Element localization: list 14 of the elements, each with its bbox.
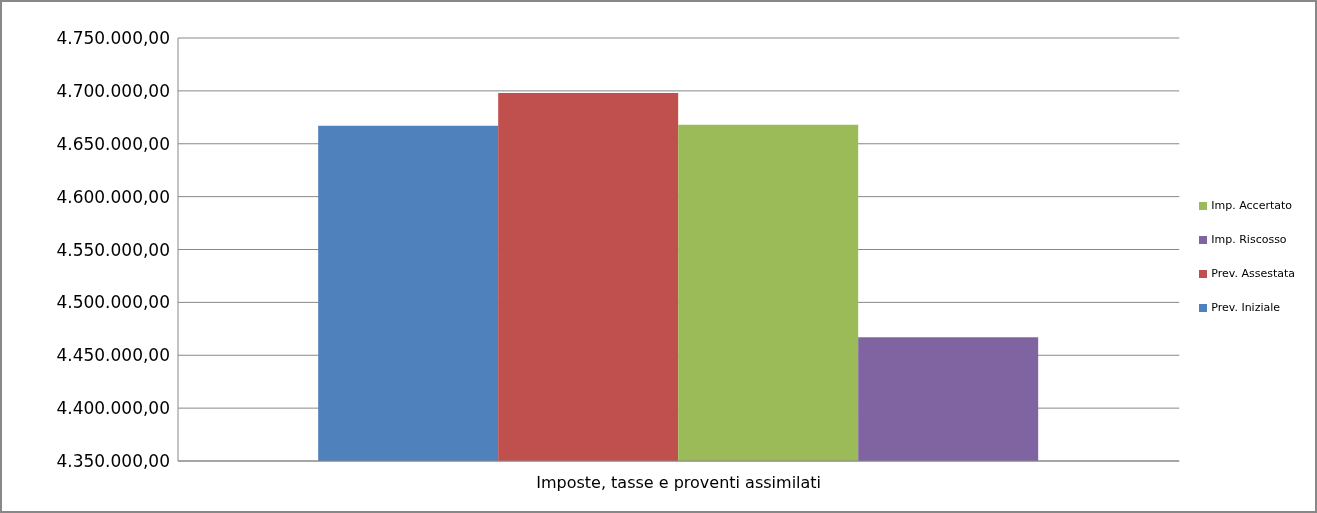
x-tick-label: Imposte, tasse e proventi assimilati — [536, 473, 822, 493]
legend-label: Imp. Riscosso — [1211, 232, 1287, 246]
legend-label: Prev. Iniziale — [1211, 300, 1281, 314]
y-tick-label: 4.350.000,00 — [56, 451, 170, 472]
y-tick-label: 4.550.000,00 — [56, 239, 170, 260]
y-tick-label: 4.600.000,00 — [56, 186, 170, 207]
y-tick-label: 4.700.000,00 — [56, 80, 170, 101]
y-tick-label: 4.400.000,00 — [56, 398, 170, 419]
y-tick-label: 4.450.000,00 — [56, 345, 170, 366]
y-tick-label: 4.500.000,00 — [56, 292, 170, 313]
legend-label: Prev. Assestata — [1211, 266, 1295, 280]
y-tick-label: 4.750.000,00 — [56, 28, 170, 49]
legend-label: Imp. Accertato — [1211, 198, 1293, 212]
y-tick-label: 4.650.000,00 — [56, 133, 170, 154]
